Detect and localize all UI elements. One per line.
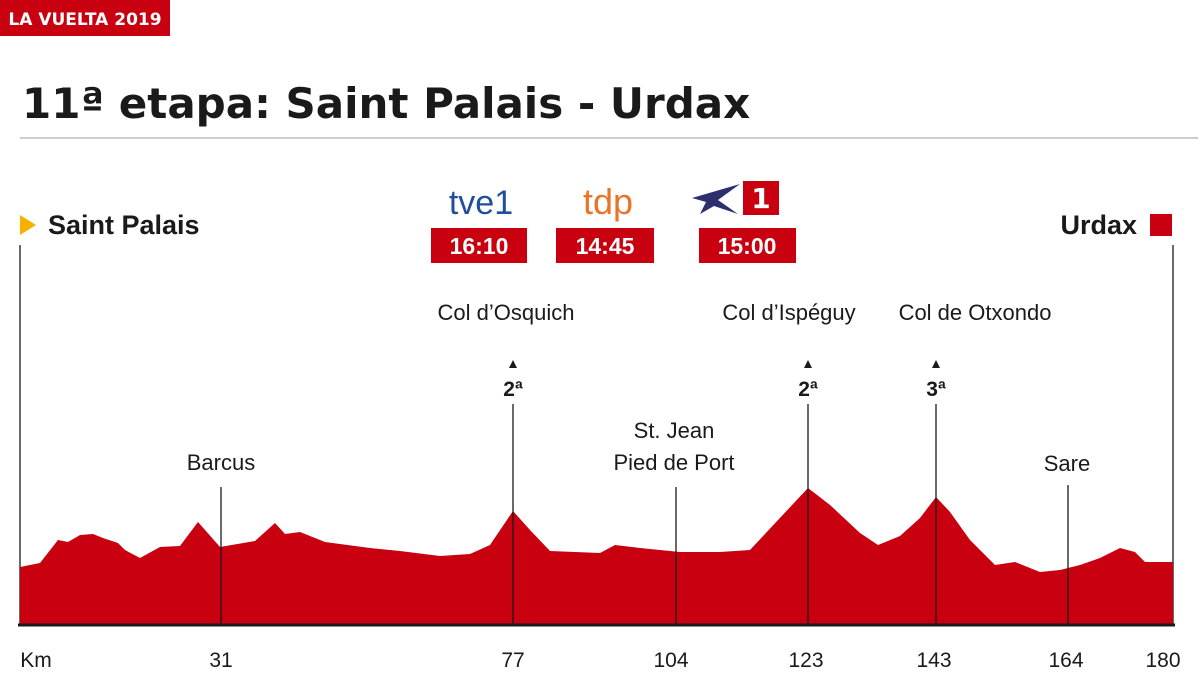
channel-box xyxy=(743,181,779,215)
time-box xyxy=(556,228,654,263)
place-label: St. Jean xyxy=(634,418,715,443)
km-label: 180 xyxy=(1145,649,1180,672)
channel-logo: tve1 xyxy=(449,184,513,222)
finish-icon xyxy=(1150,214,1172,236)
finish-label: Urdax xyxy=(1060,210,1137,240)
time-box xyxy=(431,228,527,263)
km-label: 77 xyxy=(501,649,524,672)
place-label: Col d’Ispéguy xyxy=(722,300,855,325)
climb-category: 2ª xyxy=(798,378,818,401)
place-label: Col de Otxondo xyxy=(899,300,1052,325)
time: 14:45 xyxy=(576,233,635,259)
km-label: 123 xyxy=(788,649,823,672)
tag-box xyxy=(0,0,170,36)
channel-logo: tdp xyxy=(583,181,633,222)
km-label: 104 xyxy=(653,649,688,672)
channel-star xyxy=(692,184,740,214)
place-label: Barcus xyxy=(187,450,255,475)
tag: LA VUELTA 2019 xyxy=(8,10,161,30)
axis-unit: Km xyxy=(20,649,52,672)
time-box xyxy=(699,228,796,263)
channel-logo: 1 xyxy=(751,182,770,215)
place-label: Pied de Port xyxy=(613,450,734,475)
climb-icon xyxy=(932,360,940,368)
time: 16:10 xyxy=(450,233,509,259)
place-label: Col d’Osquich xyxy=(438,300,575,325)
km-label: 143 xyxy=(916,649,951,672)
climb-category: 3ª xyxy=(926,378,946,401)
start-icon xyxy=(20,215,36,235)
elevation-profile xyxy=(20,488,1173,625)
place-label: Sare xyxy=(1044,451,1090,476)
climb-icon xyxy=(804,360,812,368)
climb-icon xyxy=(509,360,517,368)
km-label: 164 xyxy=(1048,649,1083,672)
km-label: 31 xyxy=(209,649,232,672)
start-label: Saint Palais xyxy=(48,210,200,240)
time: 15:00 xyxy=(718,233,777,259)
title: 11ª etapa: Saint Palais - Urdax xyxy=(22,79,750,128)
climb-category: 2ª xyxy=(503,378,523,401)
